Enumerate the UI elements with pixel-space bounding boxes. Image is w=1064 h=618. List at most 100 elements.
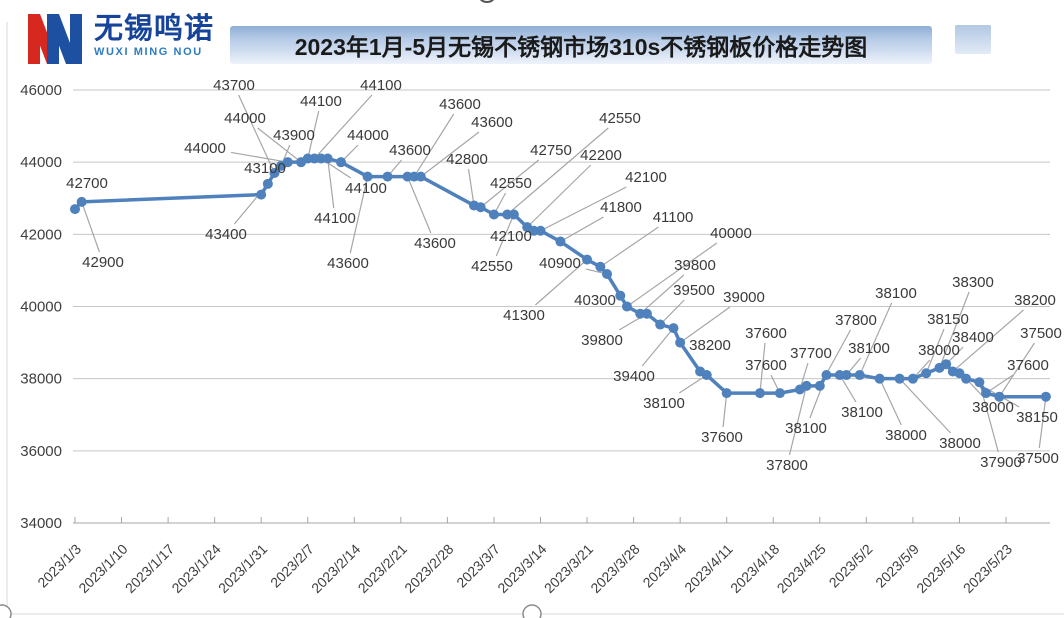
data-point-marker[interactable]: [854, 370, 865, 381]
data-point-marker[interactable]: [814, 380, 825, 391]
data-point-marker[interactable]: [641, 308, 652, 319]
data-label[interactable]: 44000: [224, 110, 266, 127]
x-axis-tick-label[interactable]: 2023/4/25: [774, 541, 830, 597]
selection-handle[interactable]: [478, 0, 496, 3]
data-point-marker[interactable]: [668, 323, 679, 334]
data-label[interactable]: 37600: [1007, 357, 1049, 374]
data-label[interactable]: 37700: [790, 345, 832, 362]
data-point-marker[interactable]: [921, 368, 932, 379]
data-label[interactable]: 43600: [471, 114, 513, 131]
x-axis-tick-label[interactable]: 2023/4/11: [681, 541, 736, 596]
data-label[interactable]: 37600: [745, 325, 787, 342]
y-axis-tick-label[interactable]: 36000: [20, 443, 62, 460]
data-label[interactable]: 38100: [875, 285, 917, 302]
y-axis-tick-label[interactable]: 34000: [20, 515, 62, 532]
y-axis-tick-label[interactable]: 38000: [20, 371, 62, 388]
data-label[interactable]: 43600: [389, 142, 431, 159]
data-point-marker[interactable]: [535, 225, 546, 236]
data-label[interactable]: 40900: [539, 255, 581, 272]
selection-handle[interactable]: [522, 604, 542, 618]
x-axis-tick-label[interactable]: 2023/2/21: [355, 541, 411, 597]
data-label[interactable]: 39800: [674, 257, 716, 274]
data-label[interactable]: 38100: [841, 404, 883, 421]
data-label[interactable]: 42200: [580, 147, 622, 164]
x-axis-tick-label[interactable]: 2023/5/16: [913, 541, 969, 597]
data-label[interactable]: 40300: [574, 292, 616, 309]
data-point-marker[interactable]: [874, 373, 885, 384]
data-point-marker[interactable]: [1040, 391, 1051, 402]
data-label[interactable]: 42900: [82, 254, 124, 271]
x-axis-tick-label[interactable]: 2023/1/24: [168, 541, 224, 597]
data-label[interactable]: 44000: [184, 140, 226, 157]
y-axis-tick-label[interactable]: 40000: [20, 299, 62, 316]
data-point-marker[interactable]: [954, 368, 965, 379]
data-label[interactable]: 44100: [360, 77, 402, 94]
data-label[interactable]: 37500: [1020, 325, 1062, 342]
data-label[interactable]: 38000: [918, 342, 960, 359]
data-label[interactable]: 38200: [689, 337, 731, 354]
data-label[interactable]: 38000: [885, 427, 927, 444]
data-point-marker[interactable]: [256, 189, 267, 200]
data-label[interactable]: 41100: [653, 209, 694, 226]
data-point-marker[interactable]: [721, 388, 732, 399]
data-point-marker[interactable]: [382, 171, 393, 182]
data-label[interactable]: 42750: [530, 142, 572, 159]
x-axis-tick-label[interactable]: 2023/1/31: [215, 541, 271, 597]
data-label[interactable]: 42700: [66, 175, 108, 192]
data-label[interactable]: 38150: [927, 311, 969, 328]
data-point-marker[interactable]: [582, 254, 593, 265]
data-point-marker[interactable]: [675, 337, 686, 348]
x-axis-tick-label[interactable]: 2023/4/18: [727, 541, 783, 597]
data-label[interactable]: 44000: [347, 127, 389, 144]
data-label[interactable]: 38300: [952, 274, 994, 291]
data-label[interactable]: 43600: [414, 235, 456, 252]
data-point-marker[interactable]: [508, 209, 519, 220]
data-point-marker[interactable]: [994, 391, 1005, 402]
data-point-marker[interactable]: [701, 370, 712, 381]
x-axis-tick-label[interactable]: 2023/3/21: [541, 541, 597, 597]
data-label[interactable]: 44100: [345, 180, 387, 197]
data-point-marker[interactable]: [322, 153, 333, 164]
data-label[interactable]: 42550: [490, 175, 532, 192]
data-label[interactable]: 38150: [1016, 409, 1058, 426]
data-label[interactable]: 43100: [244, 160, 286, 177]
data-point-marker[interactable]: [841, 370, 852, 381]
data-point-marker[interactable]: [475, 202, 486, 213]
data-label[interactable]: 37800: [766, 457, 808, 474]
data-point-marker[interactable]: [974, 377, 985, 388]
data-label[interactable]: 41800: [600, 199, 642, 216]
data-point-marker[interactable]: [774, 388, 785, 399]
x-axis-tick-label[interactable]: 2023/3/14: [494, 541, 550, 597]
data-label[interactable]: 37600: [701, 429, 743, 446]
data-point-marker[interactable]: [941, 359, 952, 370]
data-point-marker[interactable]: [981, 388, 992, 399]
data-label[interactable]: 38000: [939, 435, 981, 452]
data-point-marker[interactable]: [655, 319, 666, 330]
data-label[interactable]: 38200: [1014, 292, 1056, 309]
data-point-marker[interactable]: [595, 261, 606, 272]
data-label[interactable]: 43600: [327, 255, 369, 272]
data-point-marker[interactable]: [488, 209, 499, 220]
data-point-marker[interactable]: [269, 167, 280, 178]
data-point-marker[interactable]: [70, 204, 80, 215]
data-label[interactable]: 39800: [581, 332, 623, 349]
x-axis-tick-label[interactable]: 2023/5/2: [826, 541, 876, 591]
data-point-marker[interactable]: [76, 196, 87, 207]
data-label[interactable]: 38100: [643, 395, 685, 412]
chart-title-bar[interactable]: 2023年1月-5月无锡不锈钢市场310s不锈钢板价格走势图: [230, 26, 932, 64]
data-label[interactable]: 44100: [300, 93, 342, 110]
data-label[interactable]: 42550: [599, 110, 641, 127]
data-label[interactable]: 37800: [835, 312, 877, 329]
data-point-marker[interactable]: [282, 157, 293, 168]
data-point-marker[interactable]: [801, 380, 812, 391]
data-label[interactable]: 42100: [625, 169, 667, 186]
data-label[interactable]: 38000: [972, 399, 1014, 416]
data-label[interactable]: 43700: [213, 77, 255, 94]
data-point-marker[interactable]: [415, 171, 426, 182]
data-label[interactable]: 39400: [613, 368, 655, 385]
data-point-marker[interactable]: [336, 157, 346, 168]
x-axis-tick-label[interactable]: 2023/2/14: [308, 541, 364, 597]
data-point-marker[interactable]: [961, 373, 972, 384]
data-label[interactable]: 39500: [673, 282, 715, 299]
